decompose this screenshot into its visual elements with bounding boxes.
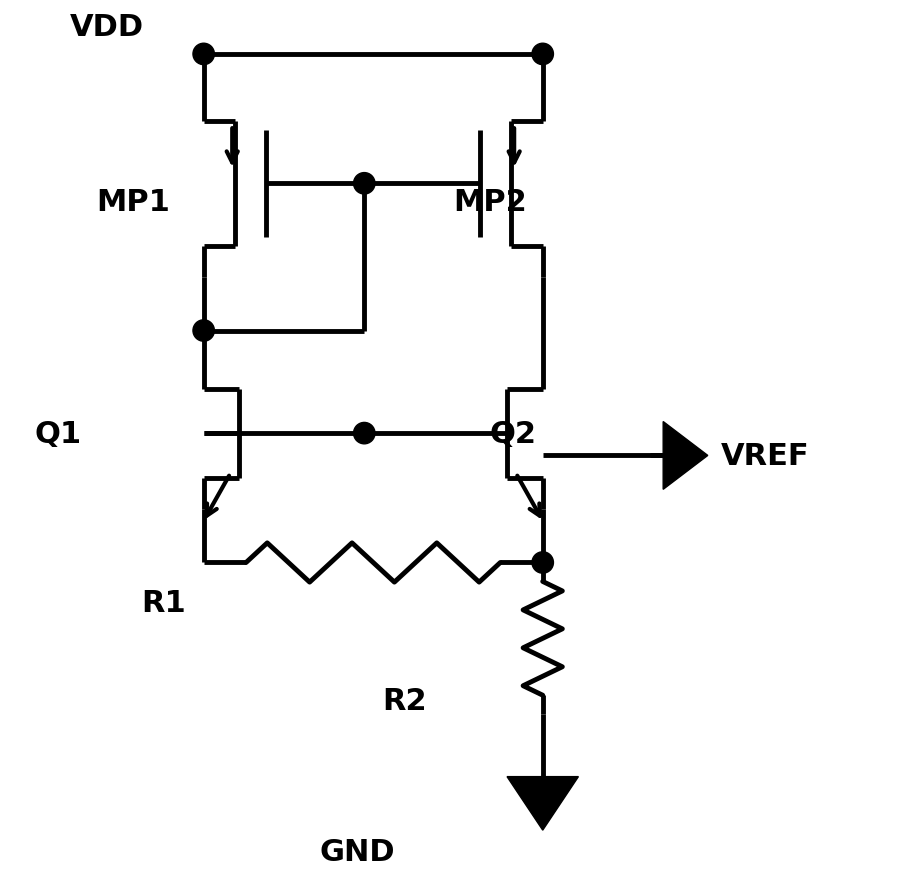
Text: MP1: MP1 bbox=[97, 188, 171, 216]
Text: R2: R2 bbox=[382, 687, 427, 715]
Polygon shape bbox=[663, 422, 707, 490]
Text: VDD: VDD bbox=[70, 13, 144, 41]
Text: GND: GND bbox=[319, 837, 395, 866]
Circle shape bbox=[354, 173, 375, 195]
Text: R1: R1 bbox=[141, 588, 186, 618]
Text: MP2: MP2 bbox=[454, 188, 527, 216]
Circle shape bbox=[354, 423, 375, 444]
Text: Q2: Q2 bbox=[489, 419, 536, 448]
Polygon shape bbox=[507, 777, 579, 831]
Text: VREF: VREF bbox=[721, 442, 810, 470]
Circle shape bbox=[193, 320, 214, 342]
Circle shape bbox=[532, 552, 553, 574]
Circle shape bbox=[532, 44, 553, 65]
Text: Q1: Q1 bbox=[34, 419, 82, 448]
Circle shape bbox=[193, 44, 214, 65]
